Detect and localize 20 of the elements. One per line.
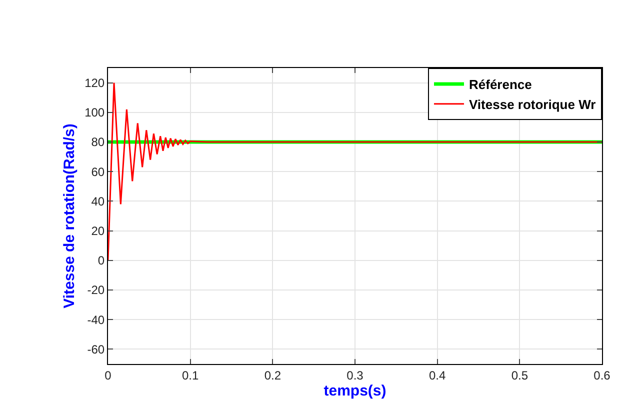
y-tick-label: 100 — [84, 106, 105, 120]
x-tick-label: 0.2 — [264, 368, 282, 382]
x-tick-label: 0.5 — [511, 368, 528, 382]
y-tick-label: -60 — [87, 342, 105, 356]
x-tick-label: 0.6 — [594, 368, 611, 382]
y-tick-label: 20 — [91, 224, 105, 238]
y-tick-label: -40 — [87, 312, 105, 327]
y-tick-label: 80 — [91, 135, 105, 150]
y-axis-title: Vitesse de rotation(Rad/s) — [60, 124, 78, 308]
y-tick-label: 40 — [91, 194, 105, 208]
y-tick-label: 60 — [91, 164, 105, 179]
x-tick-label: 0.1 — [182, 368, 199, 382]
y-tick-label: 120 — [84, 76, 105, 90]
x-tick-label: 0.4 — [428, 368, 446, 382]
y-tick-label: 0 — [98, 254, 105, 268]
y-tick-label: -20 — [87, 283, 105, 298]
legend-label: Vitesse rotorique Wr — [469, 96, 596, 112]
x-axis-title: temps(s) — [324, 382, 386, 400]
x-tick-label: 0.3 — [346, 368, 364, 382]
legend-label: Référence — [469, 77, 532, 92]
